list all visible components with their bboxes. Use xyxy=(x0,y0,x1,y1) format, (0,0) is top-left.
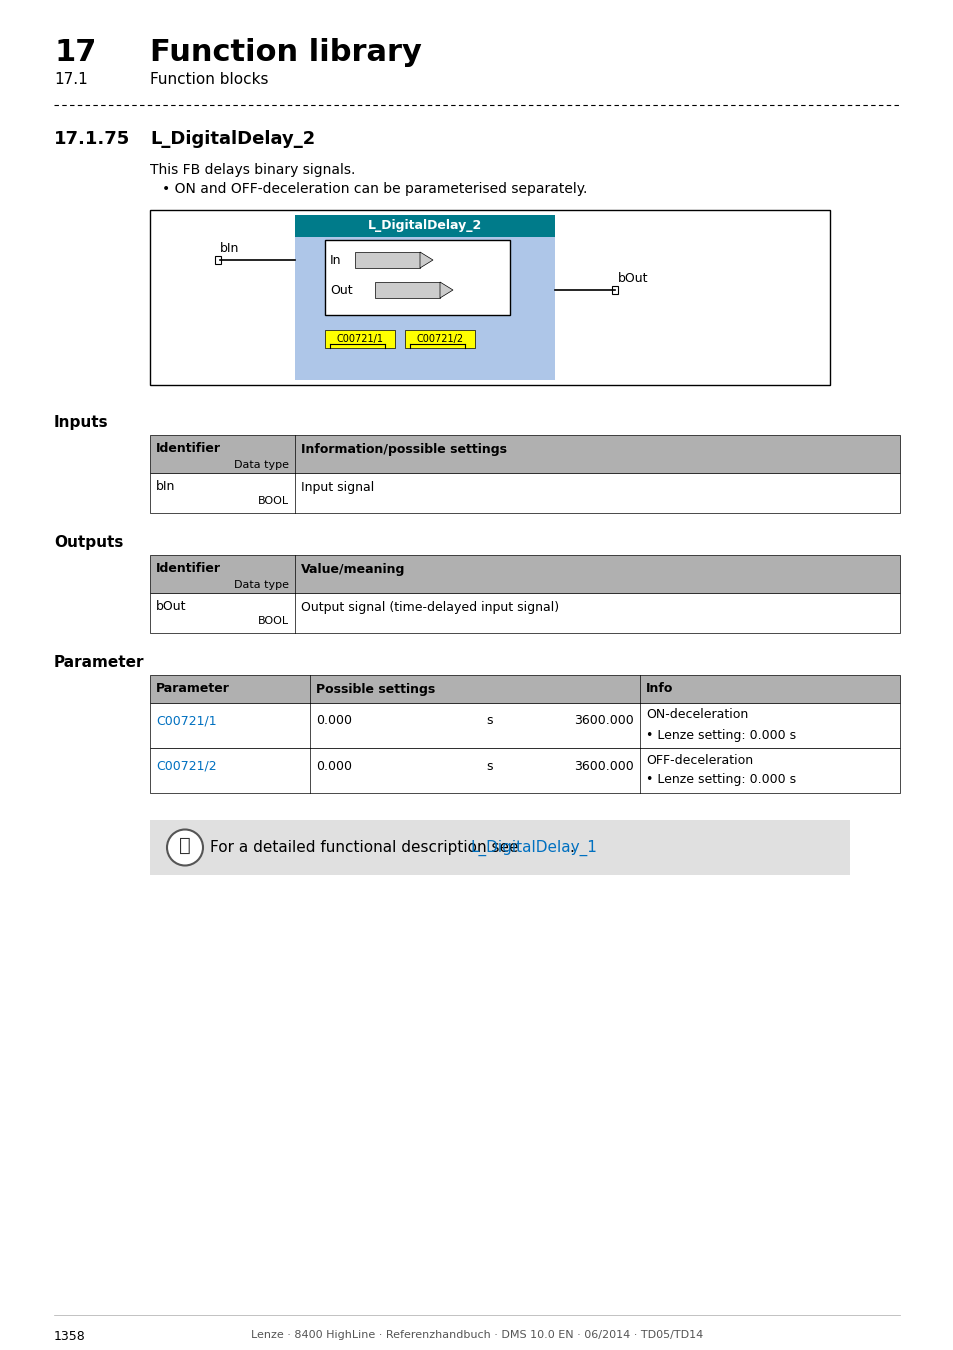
Text: ON-deceleration: ON-deceleration xyxy=(645,709,747,721)
FancyBboxPatch shape xyxy=(355,252,419,269)
FancyBboxPatch shape xyxy=(294,215,555,238)
FancyBboxPatch shape xyxy=(150,555,899,593)
FancyBboxPatch shape xyxy=(150,435,899,472)
Text: Parameter: Parameter xyxy=(156,683,230,695)
FancyBboxPatch shape xyxy=(375,282,439,298)
FancyBboxPatch shape xyxy=(325,329,395,348)
Text: C00721/2: C00721/2 xyxy=(416,333,463,344)
Text: 3600.000: 3600.000 xyxy=(574,760,634,772)
Text: Parameter: Parameter xyxy=(54,655,144,670)
Polygon shape xyxy=(439,282,453,298)
Text: In: In xyxy=(330,254,341,266)
FancyBboxPatch shape xyxy=(150,593,899,633)
FancyBboxPatch shape xyxy=(405,329,475,348)
Text: Possible settings: Possible settings xyxy=(315,683,435,695)
Text: 👤: 👤 xyxy=(179,836,191,855)
Text: This FB delays binary signals.: This FB delays binary signals. xyxy=(150,163,355,177)
Text: C00721/1: C00721/1 xyxy=(156,714,216,728)
Text: For a detailed functional description see: For a detailed functional description se… xyxy=(210,840,523,855)
Polygon shape xyxy=(419,252,433,269)
Text: s: s xyxy=(486,714,493,728)
FancyBboxPatch shape xyxy=(294,215,555,379)
FancyBboxPatch shape xyxy=(150,211,829,385)
Text: 17.1: 17.1 xyxy=(54,72,88,86)
Text: 17: 17 xyxy=(54,38,96,68)
Text: 17.1.75: 17.1.75 xyxy=(54,130,131,148)
Text: Function blocks: Function blocks xyxy=(150,72,268,86)
Circle shape xyxy=(167,829,203,865)
Text: BOOL: BOOL xyxy=(257,495,289,506)
FancyBboxPatch shape xyxy=(150,675,899,703)
FancyBboxPatch shape xyxy=(150,703,899,748)
Text: bOut: bOut xyxy=(156,601,186,613)
Text: C00721/2: C00721/2 xyxy=(156,760,216,772)
Text: Lenze · 8400 HighLine · Referenzhandbuch · DMS 10.0 EN · 06/2014 · TD05/TD14: Lenze · 8400 HighLine · Referenzhandbuch… xyxy=(251,1330,702,1341)
FancyBboxPatch shape xyxy=(150,748,899,792)
Text: Identifier: Identifier xyxy=(156,563,221,575)
Text: Data type: Data type xyxy=(233,460,289,470)
Text: 0.000: 0.000 xyxy=(315,760,352,772)
FancyBboxPatch shape xyxy=(214,256,221,265)
Text: Data type: Data type xyxy=(233,580,289,590)
Text: Info: Info xyxy=(645,683,673,695)
Text: 0.000: 0.000 xyxy=(315,714,352,728)
Text: • Lenze setting: 0.000 s: • Lenze setting: 0.000 s xyxy=(645,729,796,741)
FancyBboxPatch shape xyxy=(150,472,899,513)
Text: L_DigitalDelay_1: L_DigitalDelay_1 xyxy=(470,840,597,856)
Text: Outputs: Outputs xyxy=(54,535,123,549)
Text: • ON and OFF-deceleration can be parameterised separately.: • ON and OFF-deceleration can be paramet… xyxy=(162,182,587,196)
Text: Output signal (time-delayed input signal): Output signal (time-delayed input signal… xyxy=(301,601,558,613)
FancyBboxPatch shape xyxy=(150,819,849,875)
Text: L_DigitalDelay_2: L_DigitalDelay_2 xyxy=(368,220,481,232)
Text: Information/possible settings: Information/possible settings xyxy=(301,443,506,455)
FancyBboxPatch shape xyxy=(325,240,510,315)
Text: .: . xyxy=(569,840,574,855)
Text: Function library: Function library xyxy=(150,38,421,68)
Text: bIn: bIn xyxy=(156,481,175,494)
Text: s: s xyxy=(486,760,493,772)
Text: Out: Out xyxy=(330,284,353,297)
Text: C00721/1: C00721/1 xyxy=(336,333,383,344)
Text: 3600.000: 3600.000 xyxy=(574,714,634,728)
FancyBboxPatch shape xyxy=(612,286,618,294)
Text: Value/meaning: Value/meaning xyxy=(301,563,405,575)
Text: bIn: bIn xyxy=(220,242,239,255)
Text: Identifier: Identifier xyxy=(156,443,221,455)
Text: BOOL: BOOL xyxy=(257,616,289,626)
Text: OFF-deceleration: OFF-deceleration xyxy=(645,753,752,767)
Text: bOut: bOut xyxy=(618,271,648,285)
Text: Input signal: Input signal xyxy=(301,481,374,494)
Text: 1358: 1358 xyxy=(54,1330,86,1343)
Text: Inputs: Inputs xyxy=(54,414,109,431)
Text: • Lenze setting: 0.000 s: • Lenze setting: 0.000 s xyxy=(645,774,796,787)
Text: L_DigitalDelay_2: L_DigitalDelay_2 xyxy=(150,130,314,148)
